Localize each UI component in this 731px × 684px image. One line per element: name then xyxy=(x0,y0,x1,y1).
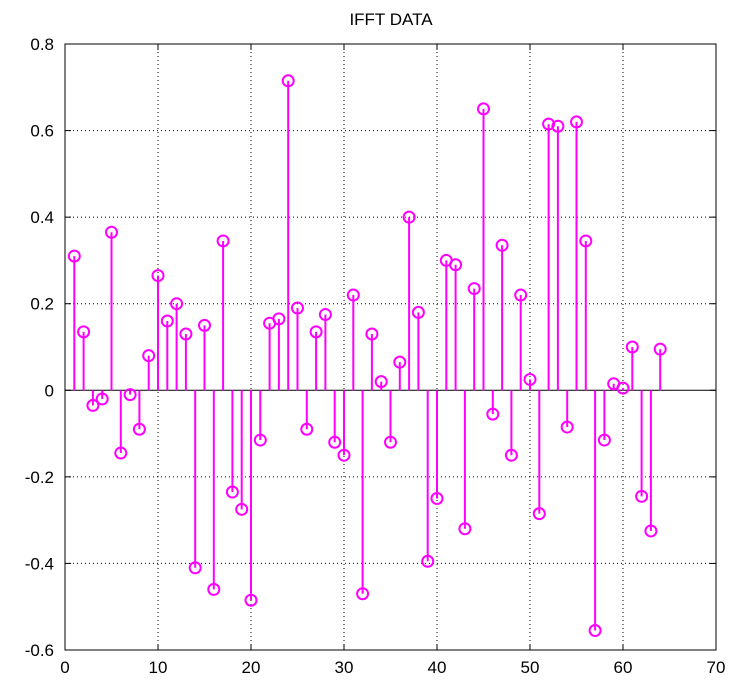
stem-marker xyxy=(625,340,639,354)
y-tick-label: 0 xyxy=(45,381,54,400)
stem-marker xyxy=(374,375,388,389)
stem-marker xyxy=(495,238,509,252)
stem-marker xyxy=(346,288,360,302)
stem-marker xyxy=(542,117,556,131)
y-tick-label: -0.4 xyxy=(25,554,54,573)
stem-marker xyxy=(151,269,165,283)
stem-marker xyxy=(449,258,463,272)
stem-marker xyxy=(337,448,351,462)
y-tick-label: -0.6 xyxy=(25,641,54,660)
stem-marker xyxy=(560,420,574,434)
stem-marker xyxy=(309,325,323,339)
stem-marker xyxy=(105,225,118,239)
stem-marker xyxy=(635,489,649,503)
stem-marker xyxy=(300,422,314,436)
stem-marker xyxy=(365,327,379,341)
y-tick-labels: -0.6 -0.4 -0.2 0 0.2 0.4 0.6 0.8 xyxy=(25,35,54,660)
stem-marker xyxy=(216,234,230,248)
y-tick-label: 0.2 xyxy=(30,295,54,314)
stem-marker xyxy=(402,210,416,224)
y-tick-label: 0.8 xyxy=(30,35,54,54)
stem-marker xyxy=(318,308,332,322)
stem-marker xyxy=(421,554,435,568)
y-tick-label: -0.2 xyxy=(25,468,54,487)
stem-marker xyxy=(170,297,184,311)
stem-marker xyxy=(532,507,546,521)
x-tick-label: 10 xyxy=(149,658,168,677)
stem-marker xyxy=(95,392,109,406)
stem-marker xyxy=(160,314,174,328)
stem-marker xyxy=(198,318,211,332)
x-tick-label: 40 xyxy=(428,658,447,677)
stem-marker xyxy=(77,325,91,339)
stem-marker xyxy=(142,349,156,363)
stem-marker xyxy=(188,561,202,575)
stem-marker xyxy=(132,422,146,436)
stem-marker xyxy=(588,624,602,638)
stem-marker xyxy=(644,524,658,538)
plot-frame xyxy=(64,43,717,651)
stem-marker xyxy=(253,433,267,447)
x-tick-label: 20 xyxy=(242,658,261,677)
stem-marker xyxy=(653,342,667,356)
stem-marker xyxy=(356,587,370,601)
stem-marker xyxy=(114,446,128,460)
grid-lines xyxy=(65,44,716,650)
x-tick-label: 50 xyxy=(521,658,540,677)
stem-marker xyxy=(328,435,342,449)
y-tick-label: 0.4 xyxy=(30,208,54,227)
chart-title: IFFT DATA xyxy=(349,10,433,29)
stem-marker xyxy=(579,234,593,248)
stem-marker xyxy=(384,435,397,449)
stem-marker xyxy=(411,305,425,319)
x-tick-label: 70 xyxy=(707,658,726,677)
stem-marker xyxy=(551,119,565,133)
stem-marker xyxy=(235,502,249,516)
stem-marker xyxy=(393,355,407,369)
x-tick-labels: 0 10 20 30 40 50 60 70 xyxy=(60,658,725,677)
stem-marker xyxy=(123,388,137,402)
stem-marker xyxy=(430,492,444,505)
stem-marker xyxy=(467,282,481,296)
y-tick-label: 0.6 xyxy=(30,122,54,141)
x-tick-label: 60 xyxy=(614,658,633,677)
stem-marker xyxy=(179,327,193,341)
stem-marker xyxy=(291,301,304,315)
stem-marker xyxy=(514,288,528,302)
stem-marker xyxy=(272,312,286,326)
stem-marker xyxy=(281,74,295,88)
stem-marker xyxy=(225,485,239,499)
x-tick-label: 30 xyxy=(335,658,354,677)
stem-marker xyxy=(477,102,490,116)
stem-marker xyxy=(486,407,500,421)
stem-marker xyxy=(458,522,472,536)
stem-marker xyxy=(597,433,611,447)
stem-marker xyxy=(504,448,518,462)
stem-marker xyxy=(207,582,221,596)
stem-marker xyxy=(523,372,537,386)
stem-series xyxy=(67,74,667,638)
stem-marker xyxy=(244,593,258,607)
stem-marker xyxy=(570,115,583,129)
x-tick-label: 0 xyxy=(60,658,69,677)
axis-ticks xyxy=(64,43,717,651)
stem-marker xyxy=(67,249,81,263)
stem-marker xyxy=(616,381,630,395)
stem-marker xyxy=(86,398,100,412)
